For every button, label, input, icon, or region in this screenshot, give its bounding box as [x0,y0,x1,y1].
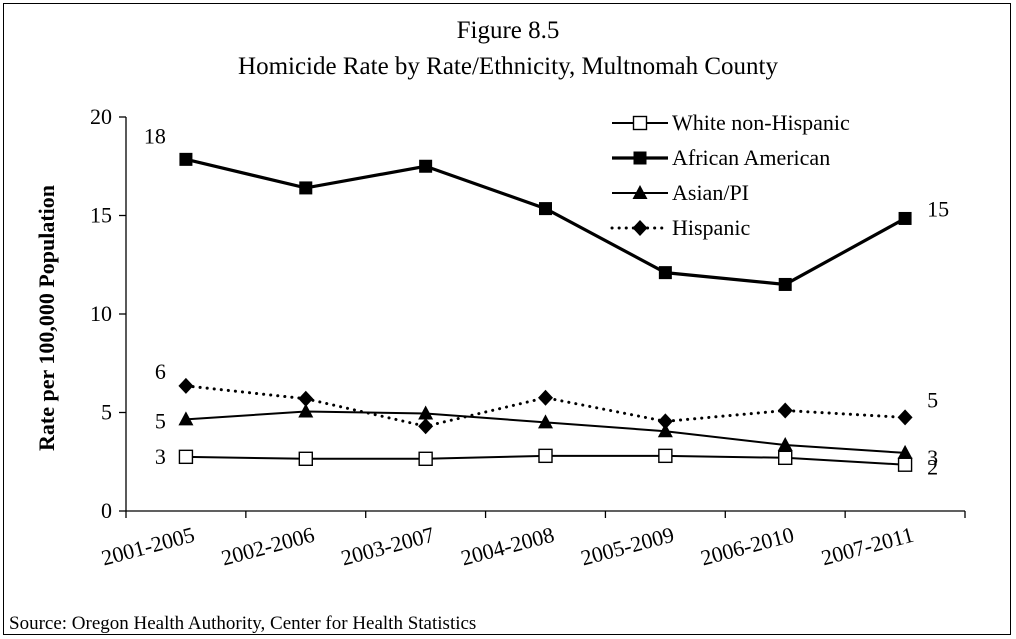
legend: White non-Hispanic African American Asian/… [610,110,850,240]
legend-swatch-marker [632,115,648,131]
x-tick-label: 2007-2011 [819,522,917,571]
data-point [419,159,433,173]
y-tick-label: 5 [101,400,112,425]
data-label: 3 [927,445,938,470]
data-point [178,377,194,394]
data-point [657,413,673,430]
data-point [538,448,553,464]
data-label: 3 [155,444,166,469]
legend-label: Asian/PI [672,180,749,205]
legend-label: Hispanic [672,215,750,240]
data-label: 15 [927,196,949,221]
chart-subtitle: Homicide Rate by Rate/Ethnicity, Multnom… [238,53,778,80]
data-point [178,411,194,426]
x-tick-label: 2001-2005 [99,522,198,571]
data-point [178,449,194,465]
x-tick-label: 2003-2007 [338,522,437,571]
data-point [778,277,792,291]
data-label: 6 [155,359,166,384]
x-tick-label: 2005-2009 [578,522,677,571]
legend-swatch-marker [632,220,648,236]
data-point [418,451,433,466]
data-point [418,405,434,420]
legend-swatch-marker [633,151,647,165]
data-point [298,390,314,407]
chart-title: Figure 8.5 [457,17,560,44]
data-label: 18 [144,123,166,148]
plot-area: 0 5 10 15 20 2001-2005 2002-2006 2003-2007 2004-… [90,104,966,571]
data-point [658,448,673,464]
x-tick-label: 2002-2006 [219,522,318,571]
legend-swatch-marker [632,185,648,199]
data-point [897,457,913,472]
legend-label: African American [672,145,830,170]
data-point [657,423,673,438]
y-tick-label: 0 [101,498,112,523]
data-label: 5 [927,387,938,412]
chart-frame [3,3,1011,635]
data-point [299,181,313,195]
y-tick-label: 10 [90,301,112,326]
x-tick-label: 2004-2008 [458,522,557,571]
legend-item: White non-Hispanic [612,110,850,135]
data-point [897,444,913,459]
legend-item: Hispanic [610,215,750,240]
y-axis-label: Rate per 100,000 Population [34,185,59,451]
data-point [897,409,913,426]
x-tick-label: 2006-2010 [698,522,797,571]
series-hispanic: 65 [155,359,938,435]
data-point [538,414,553,429]
series-line [185,157,906,287]
source-note: Source: Oregon Health Authority, Center … [9,613,476,634]
data-point [298,451,313,466]
series-asian-pi: 53 [155,403,938,470]
data-point [777,437,793,452]
data-point [777,402,793,419]
data-point [418,418,434,435]
legend-item: Asian/PI [612,180,749,205]
data-point [538,389,553,406]
data-point [658,266,672,280]
data-point [179,152,193,166]
data-label: 5 [155,408,166,433]
legend-label: White non-Hispanic [672,110,850,135]
data-point [898,211,912,225]
legend-item: African American [612,145,830,170]
data-point [298,403,314,418]
data-point [539,202,552,216]
y-tick-label: 15 [90,203,112,228]
data-label: 2 [927,455,938,480]
y-tick-label: 20 [90,104,112,129]
data-point [778,450,793,466]
